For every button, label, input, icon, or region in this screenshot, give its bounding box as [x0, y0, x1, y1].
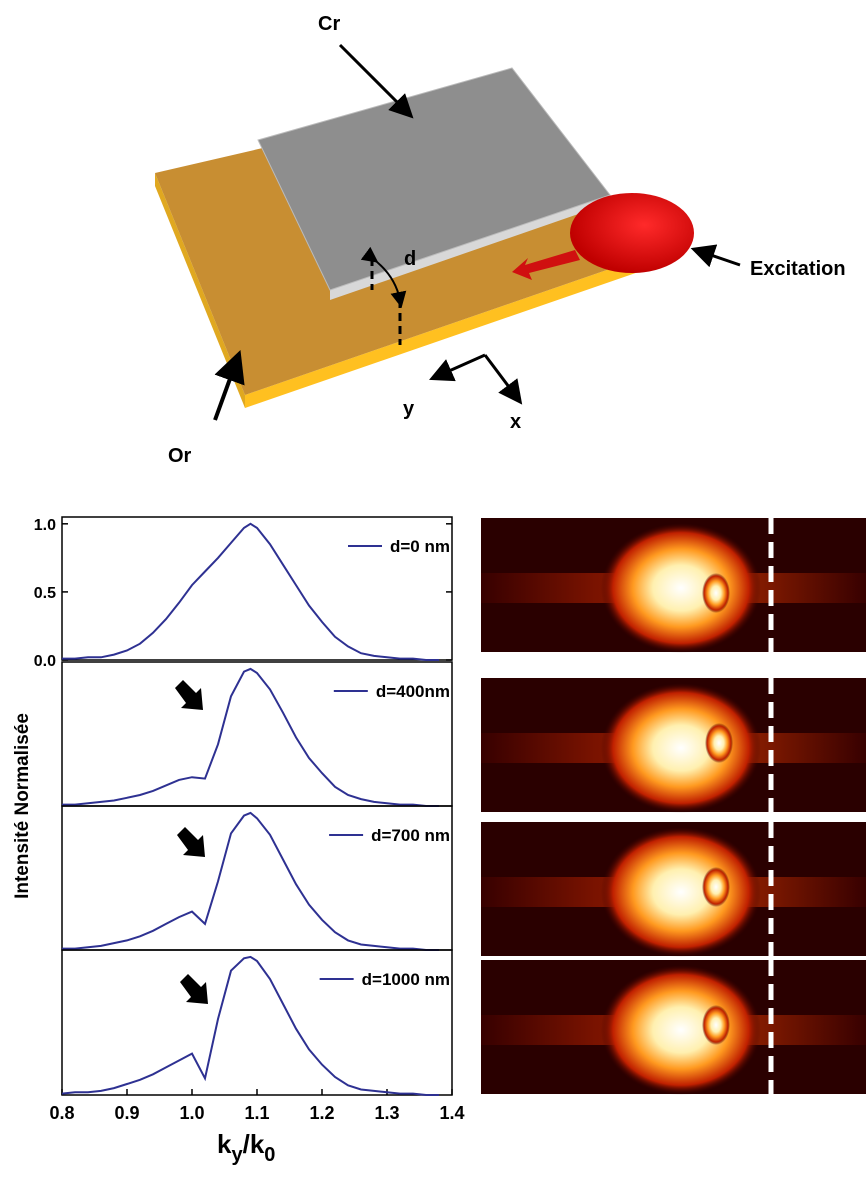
- dip-arrows: [175, 680, 208, 1004]
- x-axis-label-part: 0: [264, 1144, 275, 1166]
- data-line: [62, 667, 439, 807]
- label: x: [510, 411, 521, 433]
- x-tick-label: 1.4: [439, 1103, 464, 1123]
- label: d: [404, 248, 416, 270]
- diagram: Cr d Excitation Or y x: [155, 13, 846, 467]
- cr-plate: [257, 67, 611, 291]
- data-line: [62, 522, 439, 661]
- y-tick-label: 1.0: [34, 517, 56, 534]
- arrow: [690, 244, 741, 268]
- plot-frame: [61, 516, 453, 661]
- images: [481, 518, 866, 1095]
- x-axis-label-part: /k: [243, 1129, 265, 1159]
- gold-side: [155, 173, 245, 408]
- axis-arrow: [483, 354, 523, 405]
- label: Cr: [318, 13, 340, 35]
- gold-edge: [245, 255, 650, 408]
- legend-label: d=1000 nm: [362, 970, 450, 989]
- y-axis-label: Intensité Normalisée: [12, 713, 33, 899]
- x-tick-label: 0.9: [114, 1103, 139, 1123]
- data-line: [61, 955, 439, 1096]
- x-axis-label: ky/k0: [217, 1129, 275, 1166]
- legend-label: d=400nm: [376, 682, 450, 701]
- excitation-spot: [570, 193, 694, 273]
- excitation-arrow: [512, 250, 580, 280]
- arrow: [213, 349, 245, 421]
- dip-arrow: [175, 680, 203, 710]
- legend-label: d=700 nm: [371, 826, 450, 845]
- x-axis-label-part: y: [231, 1144, 243, 1166]
- x-axis-label-part: k: [217, 1129, 232, 1159]
- image: [481, 960, 866, 1095]
- image: [481, 518, 866, 653]
- label: Excitation: [750, 258, 846, 280]
- dip-arrow: [180, 974, 208, 1004]
- y-tick-label: 0.0: [34, 653, 56, 670]
- d-arrow: [360, 246, 407, 308]
- arrow: [338, 43, 414, 119]
- image: [481, 678, 866, 813]
- x-tick-label: 1.3: [374, 1103, 399, 1123]
- image: [481, 822, 866, 957]
- x-tick-label: 1.0: [179, 1103, 204, 1123]
- y-tick-label: 0.5: [34, 585, 56, 602]
- label: Or: [168, 445, 192, 467]
- axis-arrow: [429, 353, 486, 382]
- dip-arrow: [177, 827, 205, 857]
- label: y: [403, 398, 415, 420]
- x-tick-label: 0.8: [49, 1103, 74, 1123]
- data-line: [62, 811, 439, 951]
- x-tick-label: 1.2: [309, 1103, 334, 1123]
- x-tick-label: 1.1: [244, 1103, 269, 1123]
- legend-label: d=0 nm: [390, 537, 450, 556]
